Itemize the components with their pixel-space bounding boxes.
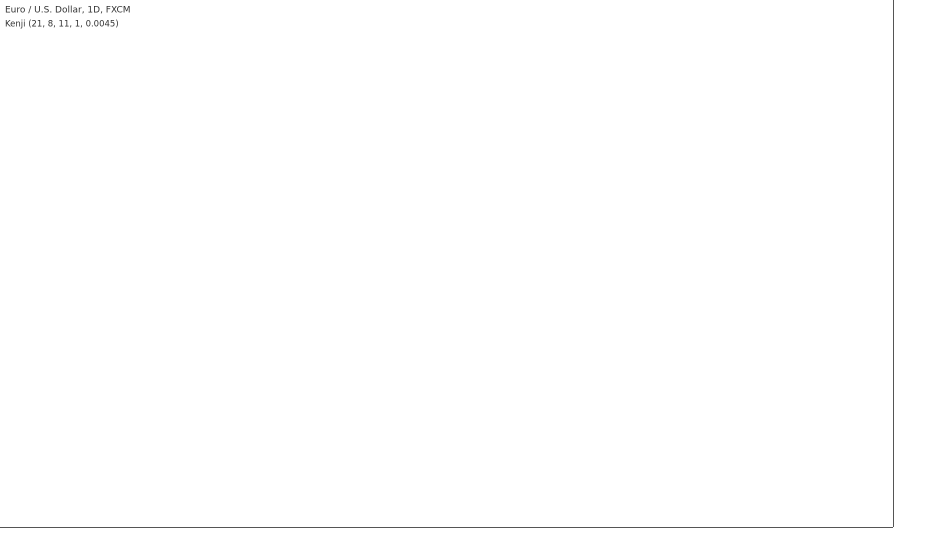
chart-title: Euro / U.S. Dollar, 1D, FXCM bbox=[5, 6, 131, 16]
indicator-legend: Kenji (21, 8, 11, 1, 0.0045) bbox=[5, 20, 119, 30]
